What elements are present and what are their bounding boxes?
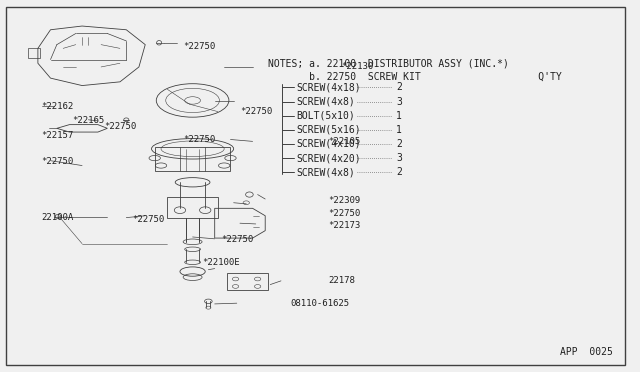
Text: *22750: *22750 bbox=[183, 135, 216, 144]
Text: NOTES; a. 22100  DISTRIBUTOR ASSY (INC.*): NOTES; a. 22100 DISTRIBUTOR ASSY (INC.*) bbox=[268, 58, 509, 68]
Text: SCREW(5x16): SCREW(5x16) bbox=[296, 125, 361, 135]
Text: 1: 1 bbox=[396, 125, 402, 135]
Text: SCREW(4x18): SCREW(4x18) bbox=[296, 83, 361, 92]
Text: 3: 3 bbox=[396, 97, 402, 106]
Text: *22750: *22750 bbox=[132, 215, 165, 224]
Text: *22750: *22750 bbox=[240, 107, 272, 116]
Text: SCREW(4x10): SCREW(4x10) bbox=[296, 139, 361, 149]
Text: 2: 2 bbox=[396, 139, 402, 149]
Text: *22750: *22750 bbox=[328, 209, 360, 218]
Text: 2: 2 bbox=[396, 83, 402, 92]
Text: APP  0025: APP 0025 bbox=[559, 347, 612, 357]
Bar bbox=[155, 147, 230, 171]
Text: *22173: *22173 bbox=[328, 221, 360, 230]
Text: *22750: *22750 bbox=[41, 157, 74, 166]
Text: *22157: *22157 bbox=[41, 131, 74, 140]
Text: SCREW(4x20): SCREW(4x20) bbox=[296, 153, 361, 163]
Text: b. 22750  SCREW KIT                    Q'TY: b. 22750 SCREW KIT Q'TY bbox=[268, 71, 562, 81]
Text: *22162: *22162 bbox=[41, 102, 74, 110]
Text: SCREW(4x8): SCREW(4x8) bbox=[296, 167, 355, 177]
Text: 1: 1 bbox=[396, 111, 402, 121]
Text: BOLT(5x10): BOLT(5x10) bbox=[296, 111, 355, 121]
Text: *22100E: *22100E bbox=[202, 258, 240, 267]
Bar bbox=[28, 48, 40, 58]
Text: 2: 2 bbox=[396, 167, 402, 177]
Bar bbox=[167, 197, 218, 218]
Text: SCREW(4x8): SCREW(4x8) bbox=[296, 97, 355, 106]
Text: 3: 3 bbox=[396, 153, 402, 163]
Text: 22178: 22178 bbox=[328, 276, 355, 285]
Bar bbox=[227, 273, 268, 290]
Text: *22750: *22750 bbox=[221, 235, 253, 244]
Text: *22309: *22309 bbox=[328, 196, 360, 205]
Text: *22165: *22165 bbox=[72, 116, 105, 125]
Text: *22750: *22750 bbox=[183, 42, 216, 51]
Text: 22100A: 22100A bbox=[41, 213, 74, 222]
Text: 08110-61625: 08110-61625 bbox=[291, 299, 349, 308]
Text: *22750: *22750 bbox=[104, 122, 136, 131]
Text: *22105: *22105 bbox=[328, 137, 360, 146]
Text: *22130: *22130 bbox=[341, 62, 373, 71]
